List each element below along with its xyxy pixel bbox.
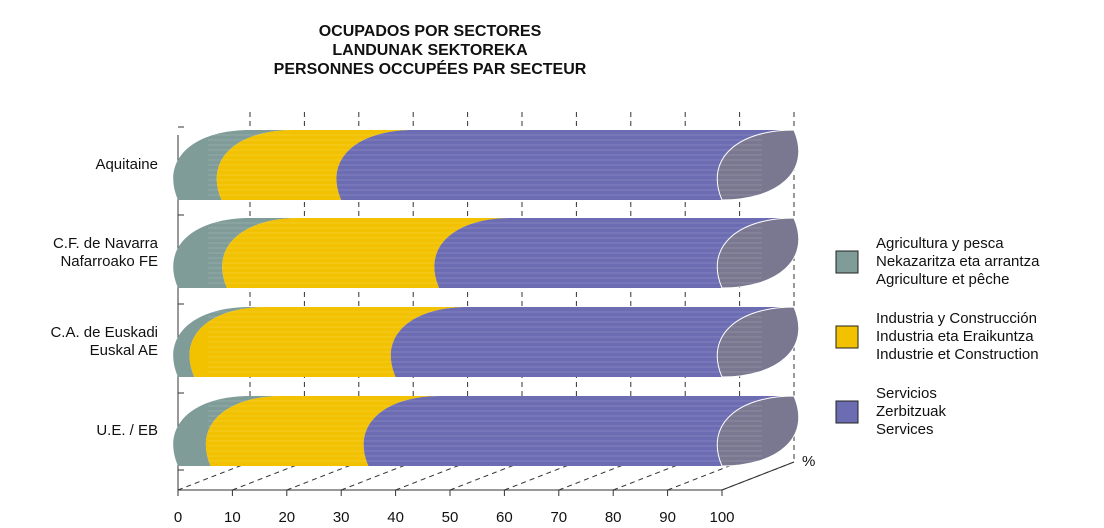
bar-end-cap — [716, 129, 800, 201]
x-tick-label: 50 — [442, 509, 459, 526]
bar-end-cap — [716, 395, 800, 467]
y-tick-label: C.A. de Euskadi Euskal AE — [50, 324, 158, 359]
y-tick-label: U.E. / EB — [96, 422, 158, 439]
x-tick-label: 30 — [333, 509, 350, 526]
bar-segment — [189, 307, 468, 377]
legend-swatch — [835, 250, 859, 274]
legend-label: Industria y Construcción Industria eta E… — [876, 310, 1039, 363]
x-tick-label: 60 — [496, 509, 513, 526]
legend-label: Agricultura y pesca Nekazaritza eta arra… — [876, 235, 1040, 288]
floor-grid-line — [613, 461, 686, 491]
bar-segment — [173, 307, 267, 377]
legend-swatch — [835, 325, 859, 349]
bar-end-cap — [716, 306, 800, 378]
floor-grid-line — [232, 461, 305, 491]
floor-grid-line — [395, 461, 468, 491]
floor-grid-line — [721, 461, 795, 491]
floor-grid-line — [504, 461, 577, 491]
floor-grid-line — [177, 461, 251, 491]
y-tick-label: Aquitaine — [95, 156, 158, 173]
x-tick-label: 80 — [605, 509, 622, 526]
bar-segment — [434, 218, 794, 288]
x-tick-label: 70 — [550, 509, 567, 526]
floor-grid-line — [341, 461, 414, 491]
bar-segment — [363, 396, 794, 466]
x-tick-label: 0 — [174, 509, 182, 526]
bar-segment — [390, 307, 794, 377]
floor-grid-line — [286, 461, 359, 491]
bar-segment — [173, 130, 294, 200]
x-tick-label: 90 — [659, 509, 676, 526]
bar-segment — [216, 130, 414, 200]
legend-label: Servicios Zerbitzuak Services — [876, 385, 947, 438]
legend-swatch — [835, 400, 859, 424]
chart-title: OCUPADOS POR SECTORES LANDUNAK SEKTOREKA… — [273, 23, 587, 78]
y-tick-label: C.F. de Navarra Nafarroako FE — [52, 235, 158, 270]
bar-segment — [205, 396, 441, 466]
bar-segment — [336, 130, 794, 200]
x-tick-label: 40 — [387, 509, 404, 526]
floor-grid-line — [449, 461, 523, 491]
x-axis-label: % — [802, 453, 815, 470]
x-tick-label: 100 — [709, 509, 734, 526]
bar-segment — [173, 218, 299, 288]
floor-grid-line — [558, 461, 631, 491]
floor-grid-line — [667, 461, 740, 491]
bar-end-cap — [716, 217, 800, 289]
bar-segment — [173, 396, 283, 466]
bar-segment — [222, 218, 512, 288]
x-tick-label: 10 — [224, 509, 241, 526]
x-tick-label: 20 — [278, 509, 295, 526]
